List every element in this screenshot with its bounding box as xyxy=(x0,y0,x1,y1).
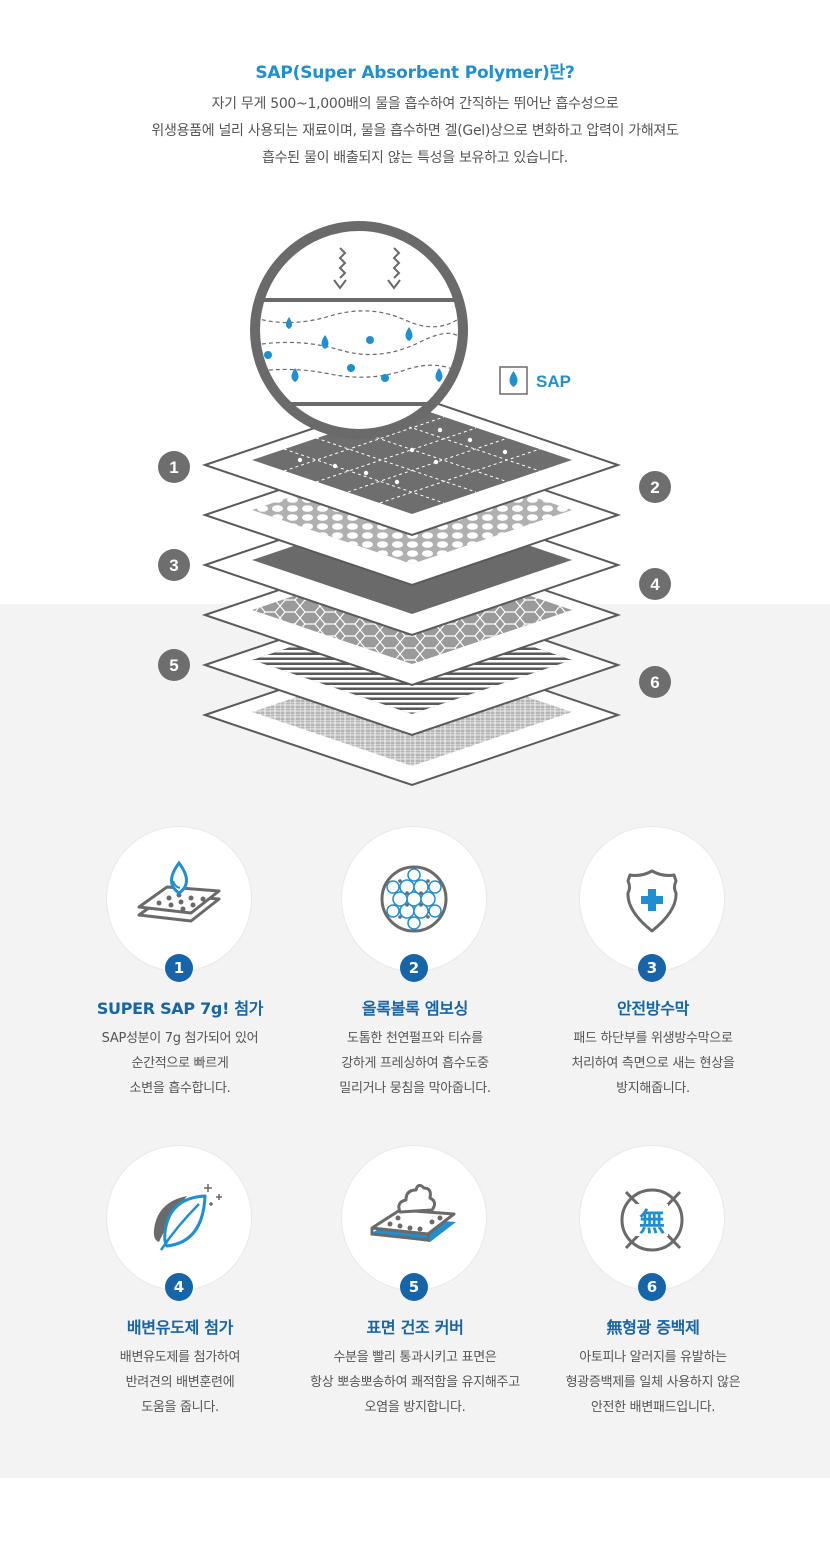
intro-line-1: 자기 무게 500~1,000배의 물을 흡수하여 간직하는 뛰어난 흡수성으로 xyxy=(211,96,619,112)
feature-6-number: 6 xyxy=(638,1273,666,1301)
shield-plus-icon xyxy=(626,869,678,933)
intro-line-2: 위생용품에 널리 사용되는 재료이며, 물을 흡수하면 겔(Gel)상으로 변화… xyxy=(151,123,679,139)
feature-2-line-2: 강하게 프레싱하여 흡수도중 xyxy=(341,1056,489,1071)
layer-number-1: 1 xyxy=(169,458,178,477)
feature-5-line-1: 수분을 빨리 통과시키고 표면은 xyxy=(333,1350,497,1365)
feature-4-line-2: 반려견의 배변훈련에 xyxy=(125,1375,235,1390)
dry-cover-icon xyxy=(370,1183,456,1242)
layer-number-4: 4 xyxy=(650,575,660,594)
feature-3-icon-circle xyxy=(580,827,724,971)
feature-5-description: 수분을 빨리 통과시키고 표면은 항상 뽀송뽀송하여 쾌적함을 유지해주고 오염… xyxy=(280,1345,550,1420)
feature-1-title: SUPER SAP 7g! 첨가 xyxy=(96,999,264,1018)
layer-number-6: 6 xyxy=(650,673,659,692)
feature-6-title: 無형광 증백제 xyxy=(606,1318,700,1337)
feature-6-description: 아토피나 알러지를 유발하는 형광증백제를 일체 사용하지 않은 안전한 배변패… xyxy=(518,1345,788,1420)
feature-2-line-1: 도톰한 천연펄프와 티슈를 xyxy=(347,1031,483,1046)
magnifier-lens xyxy=(250,221,468,439)
layer-number-3: 3 xyxy=(169,556,178,575)
feature-3-description: 패드 하단부를 위생방수막으로 처리하여 측면으로 새는 현상을 방지해줍니다. xyxy=(518,1026,788,1101)
sap-legend: SAP xyxy=(499,366,571,395)
feature-4-line-1: 배변유도제를 첨가하여 xyxy=(119,1350,241,1365)
absorbent-pad-icon xyxy=(137,860,221,923)
feature-1-line-2: 순간적으로 빠르게 xyxy=(131,1056,229,1071)
svg-text:無: 無 xyxy=(639,1208,665,1238)
leaf-icon xyxy=(153,1184,222,1251)
feature-1-line-1: SAP성분이 7g 첨가되어 있어 xyxy=(101,1031,259,1046)
intro-section: SAP(Super Absorbent Polymer)란? 자기 무게 500… xyxy=(0,58,830,172)
feature-5-line-2: 항상 뽀송뽀송하여 쾌적함을 유지해주고 xyxy=(310,1375,520,1390)
feature-4-title: 배변유도제 첨가 xyxy=(126,1318,234,1337)
feature-6-line-2: 형광증백제를 일체 사용하지 않은 xyxy=(565,1375,741,1390)
intro-title: SAP(Super Absorbent Polymer)란? xyxy=(255,63,575,83)
feature-3-line-1: 패드 하단부를 위생방수막으로 xyxy=(573,1031,733,1046)
feature-1-line-3: 소변을 흡수합니다. xyxy=(129,1081,231,1096)
feature-2-line-3: 밀리거나 뭉침을 막아줍니다. xyxy=(339,1081,491,1096)
pad-layers-diagram: SAP 1 2 3 4 5 6 xyxy=(158,221,671,787)
feature-4-line-3: 도움을 줍니다. xyxy=(141,1400,219,1415)
sap-legend-label: SAP xyxy=(536,372,571,391)
feature-2-description: 도톰한 천연펄프와 티슈를 강하게 프레싱하여 흡수도중 밀리거나 뭉침을 막아… xyxy=(280,1026,550,1101)
feature-2-number: 2 xyxy=(400,954,428,982)
feature-1-number: 1 xyxy=(165,954,193,982)
feature-5-icon-circle xyxy=(342,1146,486,1290)
intro-line-3: 흡수된 물이 배출되지 않는 특성을 보유하고 있습니다. xyxy=(262,150,568,166)
feature-1-icon-circle xyxy=(107,827,251,971)
feature-4-number: 4 xyxy=(165,1273,193,1301)
layer-number-2: 2 xyxy=(650,478,659,497)
feature-5-title: 표면 건조 커버 xyxy=(366,1318,464,1337)
feature-1-description: SAP성분이 7g 첨가되어 있어 순간적으로 빠르게 소변을 흡수합니다. xyxy=(45,1026,315,1101)
feature-3-title: 안전방수막 xyxy=(616,999,690,1018)
feature-6-line-1: 아토피나 알러지를 유발하는 xyxy=(579,1350,727,1365)
feature-5-line-3: 오염을 방지합니다. xyxy=(364,1400,466,1415)
feature-6-line-3: 안전한 배변패드입니다. xyxy=(590,1400,716,1415)
honeycomb-emboss-icon xyxy=(380,865,448,933)
feature-6-icon-circle: 無 xyxy=(580,1146,724,1290)
feature-3-line-2: 처리하여 측면으로 새는 현상을 xyxy=(571,1056,735,1071)
feature-3-number: 3 xyxy=(638,954,666,982)
layer-number-5: 5 xyxy=(169,656,178,675)
no-fluorescent-icon: 無 xyxy=(620,1188,684,1252)
feature-3-line-3: 방지해줍니다. xyxy=(616,1081,690,1096)
feature-2-icon-circle xyxy=(342,827,486,971)
feature-5-number: 5 xyxy=(400,1273,428,1301)
feature-4-description: 배변유도제를 첨가하여 반려견의 배변훈련에 도움을 줍니다. xyxy=(45,1345,315,1420)
feature-4-icon-circle xyxy=(107,1146,251,1290)
feature-2-title: 올록볼록 엠보싱 xyxy=(361,999,469,1018)
